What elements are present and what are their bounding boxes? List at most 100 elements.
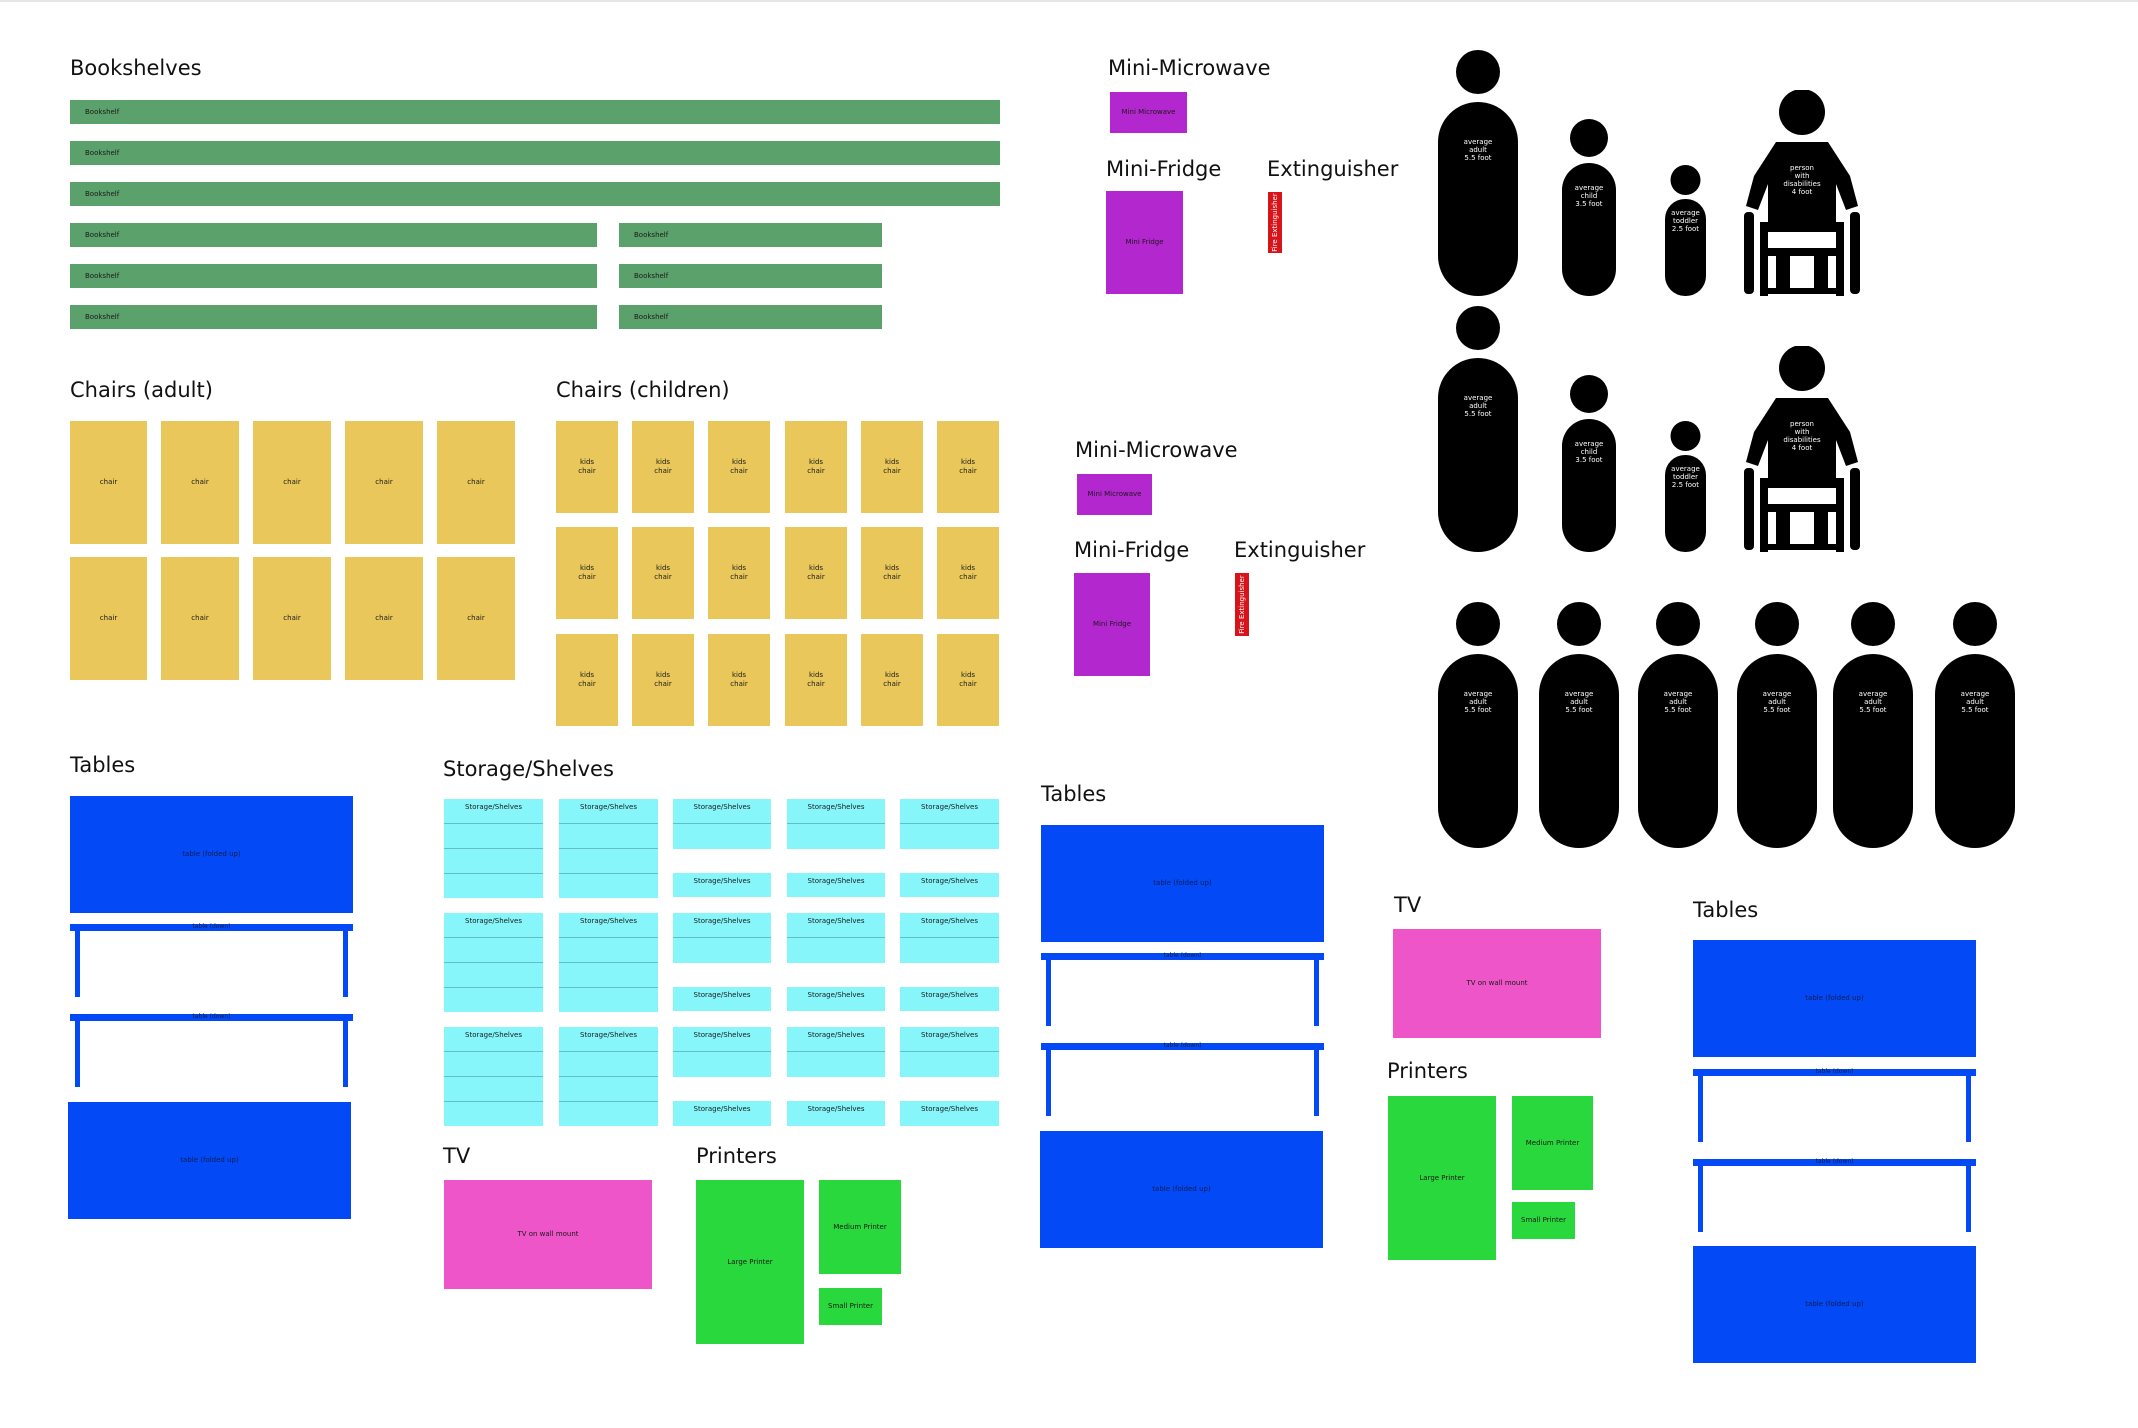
bookshelf[interactable]: Bookshelf — [70, 305, 597, 329]
child-person-icon[interactable]: average child 3.5 foot — [1562, 374, 1616, 552]
adult-chair[interactable]: chair — [161, 557, 239, 680]
child-person-icon[interactable]: average child 3.5 foot — [1562, 118, 1616, 296]
table-down[interactable]: table (down) — [1693, 1068, 1976, 1142]
mini-microwave[interactable]: Mini Microwave — [1077, 474, 1152, 515]
adult-chair[interactable]: chair — [345, 421, 423, 544]
bookshelf[interactable]: Bookshelf — [619, 223, 882, 247]
storage-shelves[interactable]: Storage/Shelves — [787, 1101, 885, 1126]
storage-shelves[interactable]: Storage/Shelves — [900, 913, 999, 963]
table-folded-up[interactable]: table (folded up) — [1693, 940, 1976, 1057]
bookshelf[interactable]: Bookshelf — [70, 182, 1000, 206]
adult-chair[interactable]: chair — [345, 557, 423, 680]
adult-person-icon[interactable]: average adult 5.5 foot — [1833, 602, 1913, 848]
large-printer[interactable]: Large Printer — [1388, 1096, 1496, 1260]
bookshelf[interactable]: Bookshelf — [619, 305, 882, 329]
table-folded-up[interactable]: table (folded up) — [68, 1102, 351, 1219]
adult-person-icon[interactable]: average adult 5.5 foot — [1438, 50, 1518, 296]
bookshelf[interactable]: Bookshelf — [70, 223, 597, 247]
kids-chair[interactable]: kids chair — [937, 527, 999, 619]
storage-shelves[interactable]: Storage/Shelves — [900, 799, 999, 849]
adult-person-icon[interactable]: average adult 5.5 foot — [1438, 306, 1518, 552]
kids-chair[interactable]: kids chair — [861, 421, 923, 513]
storage-shelves[interactable]: Storage/Shelves — [444, 913, 543, 1012]
fire-extinguisher[interactable]: Fire Extinguisher — [1235, 573, 1249, 636]
kids-chair[interactable]: kids chair — [632, 421, 694, 513]
adult-chair[interactable]: chair — [253, 557, 331, 680]
storage-shelves[interactable]: Storage/Shelves — [900, 1101, 999, 1126]
kids-chair[interactable]: kids chair — [556, 421, 618, 513]
adult-chair[interactable]: chair — [70, 421, 147, 544]
table-down[interactable]: table (down) — [70, 923, 353, 997]
storage-shelves[interactable]: Storage/Shelves — [673, 987, 771, 1011]
kids-chair[interactable]: kids chair — [785, 421, 847, 513]
adult-chair[interactable]: chair — [70, 557, 147, 680]
adult-person-icon[interactable]: average adult 5.5 foot — [1737, 602, 1817, 848]
table-down[interactable]: table (down) — [1041, 1042, 1324, 1116]
storage-shelves[interactable]: Storage/Shelves — [787, 1027, 885, 1077]
table-folded-up[interactable]: table (folded up) — [70, 796, 353, 913]
wheelchair-person-icon[interactable]: person with disabilities 4 foot — [1738, 89, 1866, 300]
wheelchair-person-icon[interactable]: person with disabilities 4 foot — [1738, 345, 1866, 556]
kids-chair[interactable]: kids chair — [708, 634, 770, 726]
adult-person-icon[interactable]: average adult 5.5 foot — [1539, 602, 1619, 848]
storage-shelves[interactable]: Storage/Shelves — [673, 1027, 771, 1077]
bookshelf[interactable]: Bookshelf — [619, 264, 882, 288]
large-printer[interactable]: Large Printer — [696, 1180, 804, 1344]
tv-wall-mount[interactable]: TV on wall mount — [1393, 929, 1601, 1038]
adult-person-icon[interactable]: average adult 5.5 foot — [1638, 602, 1718, 848]
table-down[interactable]: table (down) — [1693, 1158, 1976, 1232]
storage-shelves[interactable]: Storage/Shelves — [444, 799, 543, 898]
small-printer[interactable]: Small Printer — [819, 1288, 882, 1325]
kids-chair[interactable]: kids chair — [556, 527, 618, 619]
kids-chair[interactable]: kids chair — [785, 634, 847, 726]
storage-shelves[interactable]: Storage/Shelves — [559, 1027, 658, 1126]
mini-fridge[interactable]: Mini Fridge — [1106, 191, 1183, 294]
kids-chair[interactable]: kids chair — [708, 527, 770, 619]
storage-shelves[interactable]: Storage/Shelves — [787, 913, 885, 963]
kids-chair[interactable]: kids chair — [632, 527, 694, 619]
toddler-person-icon[interactable]: average toddler 2.5 foot — [1665, 164, 1706, 296]
storage-shelves[interactable]: Storage/Shelves — [900, 987, 999, 1011]
table-folded-up[interactable]: table (folded up) — [1041, 825, 1324, 942]
kids-chair[interactable]: kids chair — [785, 527, 847, 619]
kids-chair[interactable]: kids chair — [861, 634, 923, 726]
adult-chair[interactable]: chair — [437, 421, 515, 544]
storage-shelves[interactable]: Storage/Shelves — [444, 1027, 543, 1126]
adult-person-icon[interactable]: average adult 5.5 foot — [1438, 602, 1518, 848]
table-folded-up[interactable]: table (folded up) — [1693, 1246, 1976, 1363]
table-folded-up[interactable]: table (folded up) — [1040, 1131, 1323, 1248]
bookshelf[interactable]: Bookshelf — [70, 141, 1000, 165]
storage-shelves[interactable]: Storage/Shelves — [673, 799, 771, 849]
medium-printer[interactable]: Medium Printer — [1512, 1096, 1593, 1190]
storage-shelves[interactable]: Storage/Shelves — [787, 987, 885, 1011]
storage-shelves[interactable]: Storage/Shelves — [559, 913, 658, 1012]
small-printer[interactable]: Small Printer — [1512, 1202, 1575, 1239]
kids-chair[interactable]: kids chair — [632, 634, 694, 726]
kids-chair[interactable]: kids chair — [556, 634, 618, 726]
adult-chair[interactable]: chair — [253, 421, 331, 544]
tv-wall-mount[interactable]: TV on wall mount — [444, 1180, 652, 1289]
mini-microwave[interactable]: Mini Microwave — [1110, 92, 1187, 133]
medium-printer[interactable]: Medium Printer — [819, 1180, 901, 1274]
storage-shelves[interactable]: Storage/Shelves — [673, 1101, 771, 1126]
storage-shelves[interactable]: Storage/Shelves — [559, 799, 658, 898]
adult-chair[interactable]: chair — [161, 421, 239, 544]
toddler-person-icon[interactable]: average toddler 2.5 foot — [1665, 420, 1706, 552]
kids-chair[interactable]: kids chair — [861, 527, 923, 619]
storage-shelves[interactable]: Storage/Shelves — [787, 873, 885, 897]
bookshelf[interactable]: Bookshelf — [70, 100, 1000, 124]
storage-shelves[interactable]: Storage/Shelves — [673, 873, 771, 897]
mini-fridge[interactable]: Mini Fridge — [1074, 573, 1150, 676]
storage-shelves[interactable]: Storage/Shelves — [673, 913, 771, 963]
storage-shelves[interactable]: Storage/Shelves — [787, 799, 885, 849]
storage-shelves[interactable]: Storage/Shelves — [900, 873, 999, 897]
table-down[interactable]: table (down) — [1041, 952, 1324, 1026]
storage-shelves[interactable]: Storage/Shelves — [900, 1027, 999, 1077]
kids-chair[interactable]: kids chair — [937, 421, 999, 513]
bookshelf[interactable]: Bookshelf — [70, 264, 597, 288]
adult-chair[interactable]: chair — [437, 557, 515, 680]
fire-extinguisher[interactable]: Fire Extinguisher — [1268, 192, 1282, 253]
kids-chair[interactable]: kids chair — [708, 421, 770, 513]
adult-person-icon[interactable]: average adult 5.5 foot — [1935, 602, 2015, 848]
kids-chair[interactable]: kids chair — [937, 634, 999, 726]
